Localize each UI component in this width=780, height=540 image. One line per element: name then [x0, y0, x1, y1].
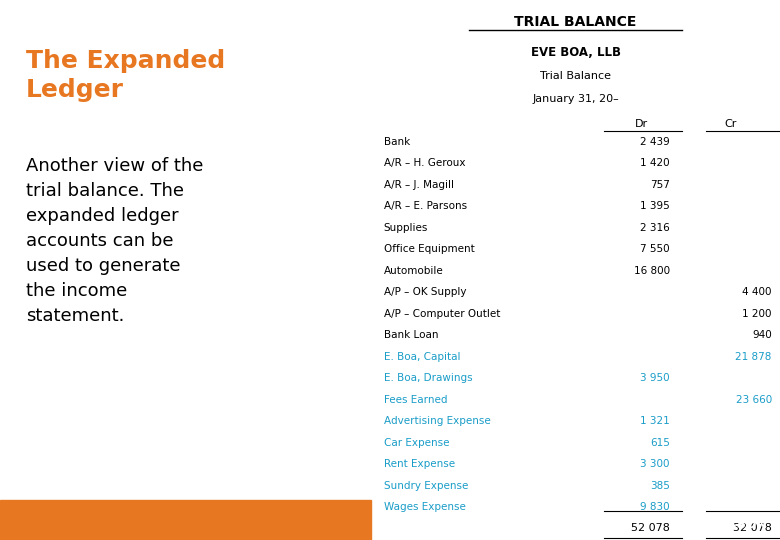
Text: Car Expense: Car Expense	[384, 437, 449, 448]
Text: 16 800: 16 800	[633, 266, 670, 276]
Text: Dr: Dr	[634, 119, 647, 129]
Text: 3 300: 3 300	[640, 459, 670, 469]
Text: The Expanded
Ledger: The Expanded Ledger	[26, 49, 225, 102]
Text: Office Equipment: Office Equipment	[384, 244, 474, 254]
Text: 757: 757	[650, 180, 670, 190]
Text: 7 550: 7 550	[640, 244, 670, 254]
Text: 4 400: 4 400	[743, 287, 772, 297]
Text: Fees Earned: Fees Earned	[384, 395, 447, 404]
Text: Bank Loan: Bank Loan	[384, 330, 438, 340]
Bar	[0, 500, 370, 540]
Text: TRIAL BALANCE: TRIAL BALANCE	[515, 15, 636, 29]
Text: 1 321: 1 321	[640, 416, 670, 426]
Text: A/R – E. Parsons: A/R – E. Parsons	[384, 201, 466, 211]
Text: E. Boa, Drawings: E. Boa, Drawings	[384, 373, 472, 383]
Text: 940: 940	[752, 330, 772, 340]
Text: January 31, 20–: January 31, 20–	[532, 94, 619, 104]
Text: A/R – H. Geroux: A/R – H. Geroux	[384, 158, 465, 168]
Text: 23 660: 23 660	[736, 395, 772, 404]
Text: 1 395: 1 395	[640, 201, 670, 211]
Text: 52 078: 52 078	[733, 523, 772, 534]
Text: 9 830: 9 830	[640, 502, 670, 512]
Text: Automobile: Automobile	[384, 266, 443, 276]
Text: EVE BOA, LLB: EVE BOA, LLB	[530, 46, 621, 59]
Text: Cr: Cr	[725, 119, 737, 129]
Text: E. Boa, Capital: E. Boa, Capital	[384, 352, 460, 362]
Text: A/R – J. Magill: A/R – J. Magill	[384, 180, 453, 190]
Text: Sundry Expense: Sundry Expense	[384, 481, 468, 490]
Text: A/P – OK Supply: A/P – OK Supply	[384, 287, 466, 297]
Text: Trial Balance: Trial Balance	[540, 71, 612, 81]
Text: 1 420: 1 420	[640, 158, 670, 168]
Text: Wages Expense: Wages Expense	[384, 502, 466, 512]
Text: 1 200: 1 200	[743, 309, 772, 319]
Text: 3 950: 3 950	[640, 373, 670, 383]
Text: 2 439: 2 439	[640, 137, 670, 147]
Text: 52 078: 52 078	[631, 523, 670, 534]
Text: Bank: Bank	[384, 137, 410, 147]
Text: 385: 385	[650, 481, 670, 490]
Text: 21 878: 21 878	[736, 352, 772, 362]
Text: Rent Expense: Rent Expense	[384, 459, 455, 469]
Text: A/P – Computer Outlet: A/P – Computer Outlet	[384, 309, 500, 319]
Text: Another view of the
trial balance. The
expanded ledger
accounts can be
used to g: Another view of the trial balance. The e…	[26, 157, 204, 325]
Text: PEARSON: PEARSON	[701, 518, 768, 531]
Text: 2 316: 2 316	[640, 223, 670, 233]
Text: 19  Chapter 5 – The Expanded Ledger | Accounting 1, 7th Edition: 19 Chapter 5 – The Expanded Ledger | Acc…	[26, 516, 321, 524]
Text: Supplies: Supplies	[384, 223, 428, 233]
Text: Advertising Expense: Advertising Expense	[384, 416, 491, 426]
Text: 615: 615	[650, 437, 670, 448]
